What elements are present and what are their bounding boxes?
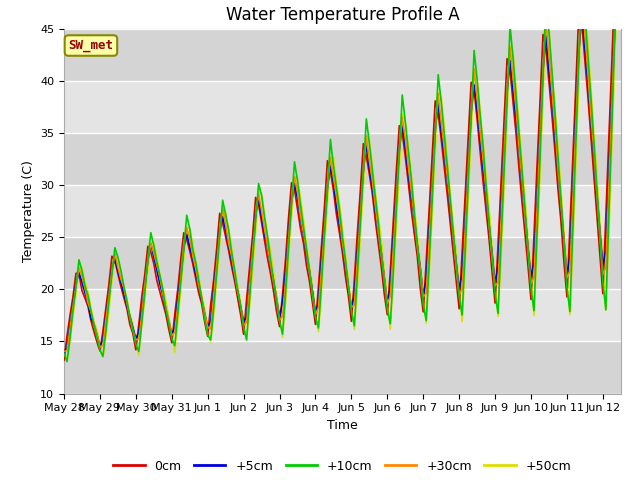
Bar [64, 133, 621, 185]
Bar [64, 81, 621, 133]
Legend: 0cm, +5cm, +10cm, +30cm, +50cm: 0cm, +5cm, +10cm, +30cm, +50cm [108, 455, 577, 478]
Text: SW_met: SW_met [68, 39, 113, 52]
X-axis label: Time: Time [327, 419, 358, 432]
Bar [64, 341, 621, 394]
Bar [64, 185, 621, 237]
Title: Water Temperature Profile A: Water Temperature Profile A [225, 6, 460, 24]
Bar [64, 237, 621, 289]
Y-axis label: Temperature (C): Temperature (C) [22, 160, 35, 262]
Bar [64, 289, 621, 341]
Bar [64, 29, 621, 81]
